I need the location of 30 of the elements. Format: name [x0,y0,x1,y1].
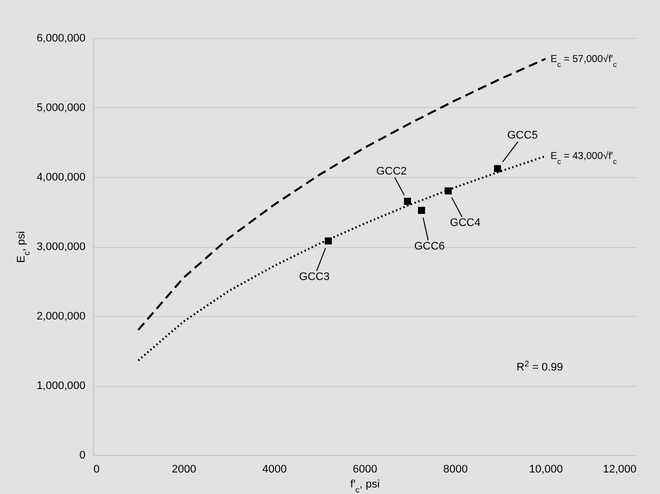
x-tick-label: 8000 [443,464,468,476]
y-tick-label: 2,000,000 [36,310,86,322]
y-tick-label: 3,000,000 [36,241,86,253]
annotation: GCC3 [299,270,330,283]
x-tick-label: 4000 [262,464,287,476]
annotation: E$_{c}$ = 57,000√f′$_{c}$ [550,54,618,68]
line-series [137,58,546,331]
line-series [137,155,546,362]
annotation: GCC4 [450,216,480,229]
annotation: R$^{2}$ = 0.99 [516,358,564,374]
point [418,206,426,214]
x-tick-label: 12,000 [602,464,636,476]
x-tick-label: 0 [94,464,100,476]
x-tick-label: 2000 [172,464,196,476]
annotation: E$_{c}$ = 43,000√f′$_{c}$ [550,151,618,166]
annotation: GCC5 [507,130,538,142]
point [494,165,502,172]
y-tick-label: 4,000,000 [36,172,86,184]
annotation: GCC6 [414,240,445,252]
y-tick-label: 0 [79,450,86,462]
x-tick-label: 6000 [352,464,378,476]
annotation: GCC2 [376,165,407,178]
point [404,198,412,205]
y-tick-label: 1,000,000 [36,380,86,392]
point [444,187,452,194]
x-tick-label: 10,000 [529,464,563,476]
y-tick-label: 5,000,000 [36,102,86,114]
x-axis-title: f′$_{c}$, psi [350,478,380,494]
point [324,237,332,244]
y-tick-label: 6,000,000 [36,32,86,44]
